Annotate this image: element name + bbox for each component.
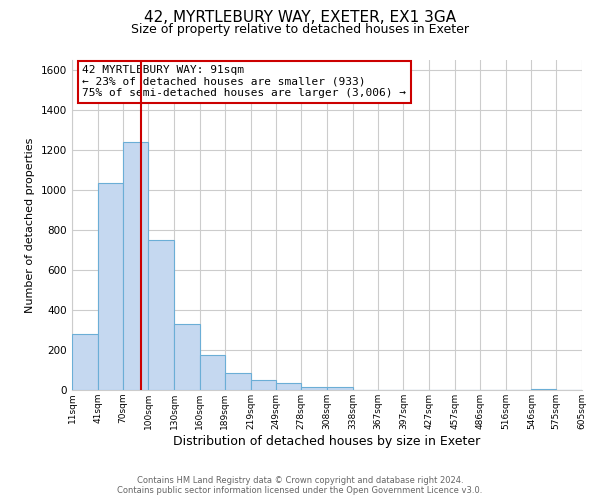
- Bar: [174, 324, 200, 390]
- Bar: [148, 240, 174, 390]
- Bar: [277, 383, 301, 390]
- Bar: [532, 389, 556, 390]
- Bar: [251, 380, 277, 390]
- Bar: [327, 387, 353, 390]
- Y-axis label: Number of detached properties: Number of detached properties: [25, 138, 35, 312]
- Text: 42 MYRTLEBURY WAY: 91sqm
← 23% of detached houses are smaller (933)
75% of semi-: 42 MYRTLEBURY WAY: 91sqm ← 23% of detach…: [82, 65, 406, 98]
- X-axis label: Distribution of detached houses by size in Exeter: Distribution of detached houses by size …: [173, 434, 481, 448]
- Bar: [122, 142, 148, 390]
- Bar: [200, 355, 225, 390]
- Bar: [301, 387, 327, 390]
- Bar: [72, 334, 98, 390]
- Text: Size of property relative to detached houses in Exeter: Size of property relative to detached ho…: [131, 22, 469, 36]
- Bar: [225, 373, 251, 390]
- Bar: [98, 183, 122, 390]
- Text: Contains HM Land Registry data © Crown copyright and database right 2024.
Contai: Contains HM Land Registry data © Crown c…: [118, 476, 482, 495]
- Text: 42, MYRTLEBURY WAY, EXETER, EX1 3GA: 42, MYRTLEBURY WAY, EXETER, EX1 3GA: [144, 10, 456, 25]
